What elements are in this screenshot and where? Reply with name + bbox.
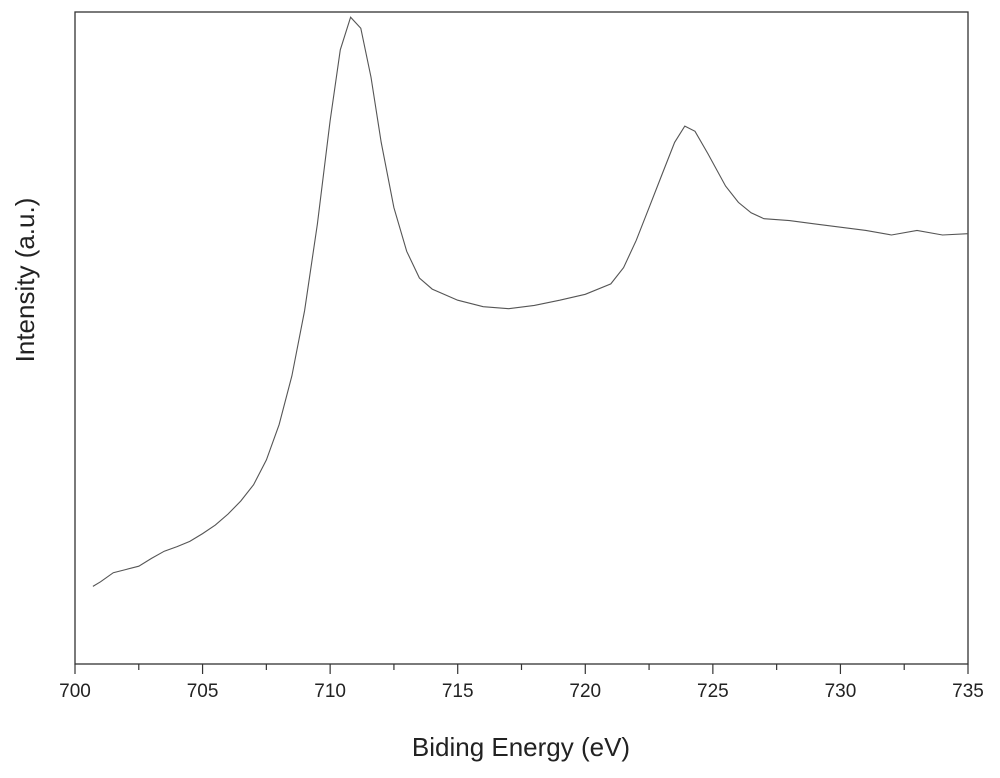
intensity-series-line — [92, 16, 969, 587]
x-tick-label: 710 — [314, 681, 346, 702]
x-tick-label: 715 — [442, 681, 474, 702]
x-tick-label: 725 — [697, 681, 729, 702]
x-axis-tick-labels: 700 705 710 715 720 725 730 735 — [59, 681, 984, 702]
x-axis-title: Biding Energy (eV) — [412, 732, 630, 762]
x-axis-ticks — [74, 664, 969, 674]
x-tick-label: 720 — [569, 681, 601, 702]
plot-frame — [74, 11, 969, 665]
x-tick-label: 730 — [825, 681, 857, 702]
x-tick-label: 700 — [59, 681, 91, 702]
y-axis-title: Intensity (a.u.) — [10, 198, 40, 363]
x-tick-label: 735 — [952, 681, 984, 702]
x-tick-label: 705 — [187, 681, 219, 702]
